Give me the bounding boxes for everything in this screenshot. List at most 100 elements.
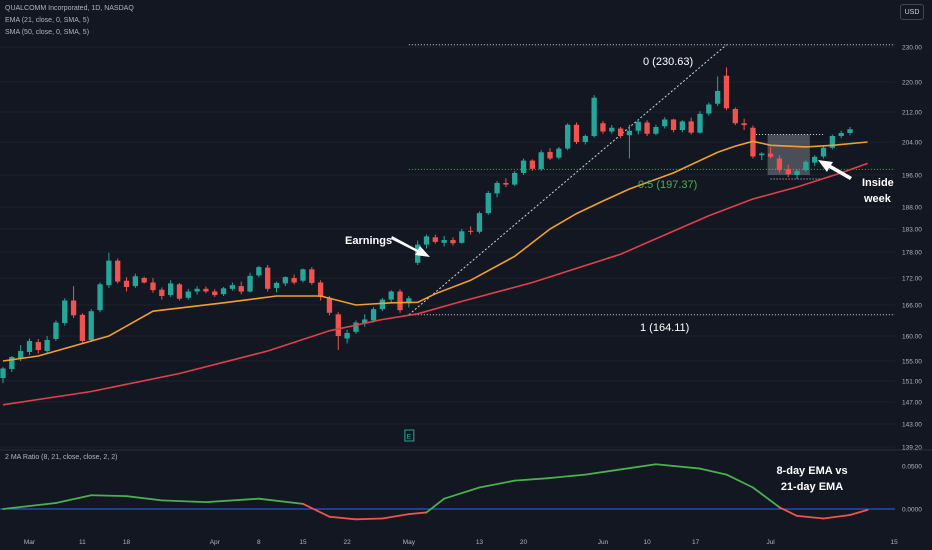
candle-body	[309, 269, 315, 283]
candle-body	[459, 231, 465, 243]
chart-axes: 230.00 220.00 212.00 204.00 196.00 188.00 183.…	[24, 45, 922, 547]
price-tick-label: 166.00	[902, 303, 922, 310]
candle-body	[644, 122, 650, 134]
inside-week-annotation-line1: Inside	[862, 177, 894, 189]
candle-body	[176, 284, 183, 299]
candle-body	[370, 309, 377, 321]
candle-body	[353, 322, 359, 332]
moving-average-lines	[2, 140, 868, 406]
price-tick-label: 183.00	[902, 227, 922, 234]
price-tick-label: 196.00	[902, 173, 922, 180]
ema-legend[interactable]: EMA (21, close, 0, SMA, 5)	[5, 17, 90, 24]
candle-body	[829, 136, 836, 148]
fib-trend-line	[408, 44, 727, 316]
candle-body	[317, 282, 324, 297]
time-tick-label: Jul	[766, 539, 775, 546]
candle-body	[494, 183, 500, 194]
price-tick-label: 151.00	[902, 379, 922, 386]
candle-body	[194, 288, 200, 292]
time-tick-label: 17	[692, 539, 700, 546]
price-tick-label: 178.00	[902, 250, 922, 257]
fib-label-1: 1 (164.11)	[640, 322, 689, 334]
candle-body	[732, 109, 738, 124]
earnings-arrow-icon	[391, 236, 430, 257]
candle-body	[512, 172, 518, 185]
time-tick-label: 8	[257, 539, 261, 546]
candle-body	[282, 277, 288, 284]
candle-body	[723, 75, 730, 109]
currency-button[interactable]: USD	[900, 4, 924, 20]
indicator-tick-label: 0.0500	[902, 464, 922, 471]
candle-body	[820, 147, 827, 157]
earnings-marker-label: E	[407, 434, 412, 441]
time-tick-label: 20	[520, 539, 528, 546]
candle-body	[35, 342, 41, 350]
price-tick-label: 139.20	[902, 445, 922, 452]
indicator-legend[interactable]: 2 MA Ratio (8, 21, close, close, 2, 2)	[5, 454, 118, 461]
candle-body	[167, 283, 174, 296]
time-tick-label: 15	[299, 539, 307, 546]
candle-body	[573, 124, 580, 142]
candle-body	[9, 357, 15, 369]
candle-body	[767, 153, 774, 157]
ratio-line-segment	[478, 479, 516, 489]
candle-body	[565, 124, 571, 149]
candle-body	[88, 311, 94, 340]
ratio-line-segment	[257, 497, 304, 505]
candle-body	[44, 340, 50, 351]
ratio-line-segment	[328, 515, 357, 521]
indicator-tick-label: 0.0000	[902, 507, 922, 514]
candle-body	[335, 314, 341, 336]
inside-week-arrow-icon	[818, 160, 852, 180]
candle-body	[556, 148, 562, 158]
price-tick-label: 220.00	[902, 80, 922, 87]
time-tick-label: Apr	[210, 539, 221, 546]
candle-body	[662, 119, 668, 127]
ratio-annotation-line2: 21-day EMA	[781, 481, 843, 493]
candle-body	[847, 129, 853, 133]
ratio-line-segment	[725, 473, 754, 489]
candle-body	[247, 275, 253, 292]
price-tick-label: 204.00	[902, 140, 922, 147]
candle-body	[150, 282, 156, 291]
candle-body	[423, 236, 430, 245]
price-tick-label: 230.00	[902, 45, 922, 52]
price-tick-label: 172.00	[902, 276, 922, 283]
ratio-line-segment	[355, 517, 384, 521]
candle-body	[388, 291, 394, 300]
candle-body	[273, 282, 280, 288]
ratio-line-segment	[205, 497, 260, 504]
candlestick-series[interactable]	[0, 67, 853, 384]
ratio-line-segment	[160, 499, 207, 504]
symbol-legend[interactable]: QUALCOMM Incorporated, 1D, NASDAQ	[5, 5, 134, 12]
candle-body	[591, 97, 597, 136]
time-tick-label: May	[403, 539, 416, 546]
earnings-annotation: Earnings	[345, 235, 392, 247]
candle-body	[741, 123, 747, 126]
candle-body	[688, 121, 694, 133]
ratio-line-segment	[796, 514, 825, 520]
ratio-annotation-line1: 8-day EMA vs	[776, 465, 847, 477]
ratio-line-segment	[513, 477, 551, 482]
fib-guides	[408, 44, 895, 316]
candle-body	[485, 193, 491, 214]
ema21-line	[2, 140, 868, 362]
candle-body	[529, 160, 536, 169]
candle-body	[159, 289, 165, 296]
candle-body	[291, 278, 297, 283]
candle-body	[97, 284, 103, 311]
time-tick-label: 22	[343, 539, 351, 546]
candle-body	[229, 285, 236, 289]
price-tick-label: 188.00	[902, 205, 922, 212]
inside-week-box	[767, 134, 810, 175]
candle-body	[238, 286, 244, 292]
candle-body	[397, 291, 403, 311]
candle-body	[17, 351, 24, 358]
candle-body	[467, 230, 474, 232]
ratio-line-segment	[381, 513, 410, 520]
time-tick-label: 10	[643, 539, 651, 546]
sma-legend[interactable]: SMA (50, close, 0, SMA, 5)	[5, 29, 90, 36]
ratio-line-segment	[619, 463, 657, 471]
candle-body	[106, 260, 112, 286]
